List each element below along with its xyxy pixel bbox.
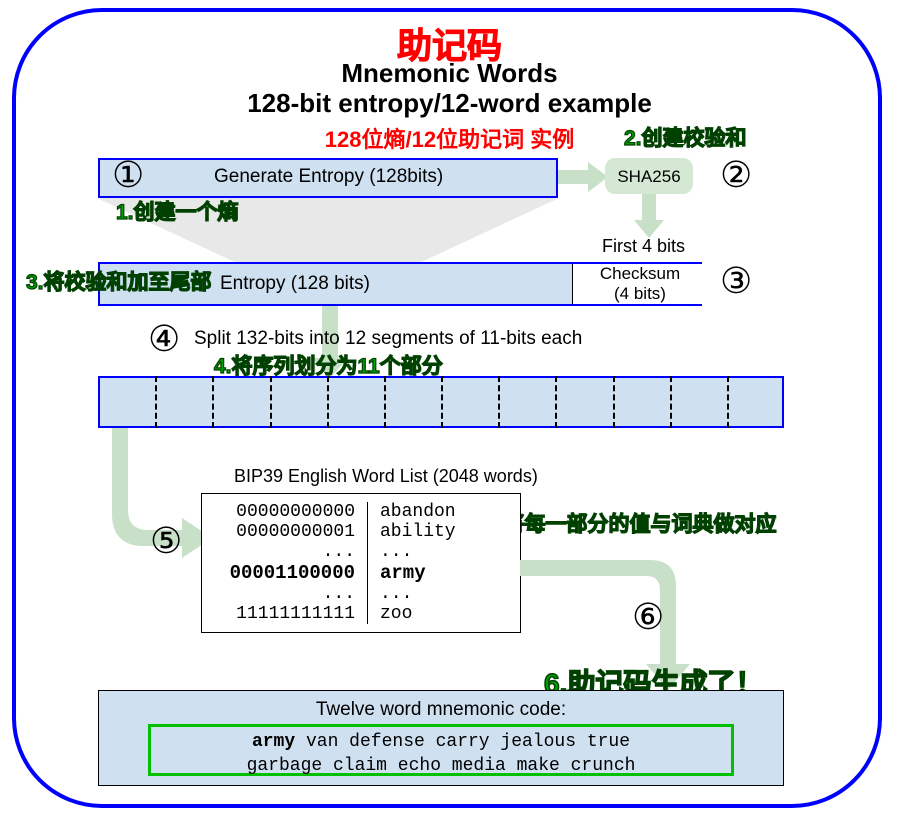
wordlist-title: BIP39 English Word List (2048 words): [234, 466, 538, 487]
result-line2: garbage claim echo media make crunch: [247, 756, 636, 776]
annot-5: 5.将每一部分的值与词典做对应: [486, 508, 777, 538]
step5-number: ⑤: [150, 520, 182, 562]
arrow-sha-down: [632, 194, 666, 238]
split-label: Split 132-bits into 12 segments of 11-bi…: [194, 328, 582, 350]
result-title: Twelve word mnemonic code:: [316, 699, 566, 721]
sha256-box: SHA256: [605, 158, 693, 194]
segment-divider: [613, 376, 615, 428]
segment-divider: [270, 376, 272, 428]
wordlist-row: 00001100000army: [202, 562, 520, 584]
annot-1: 1.创建一个熵: [116, 196, 239, 226]
result-line1-rest: van defense carry jealous true: [295, 732, 630, 752]
checksum-label-top: Checksum: [590, 264, 690, 284]
step2-number: ②: [720, 154, 752, 196]
wordlist-box: 00000000000abandon00000000001ability....…: [201, 493, 521, 633]
annot-2: 2.创建校验和: [624, 122, 747, 152]
result-word-bold: army: [252, 732, 295, 752]
segment-divider: [327, 376, 329, 428]
step6-number: ⑥: [632, 596, 664, 638]
arrow-1-to-2: [558, 160, 608, 194]
entropy-label: Generate Entropy (128bits): [214, 166, 443, 188]
title-sub-cn: 128位熵/12位助记词 实例: [0, 122, 899, 154]
annot-3: 3.将校验和加至尾部: [26, 266, 212, 296]
entropy128-label: Entropy (128 bits): [220, 273, 370, 295]
step1-number: ①: [112, 154, 144, 196]
wordlist-row: ......: [202, 542, 520, 562]
segment-divider: [384, 376, 386, 428]
segment-divider: [155, 376, 157, 428]
title-sub-en: 128-bit entropy/12-word example: [0, 88, 899, 119]
segment-divider: [212, 376, 214, 428]
segment-divider: [727, 376, 729, 428]
wordlist-row: 11111111111zoo: [202, 604, 520, 624]
wordlist-row: ......: [202, 584, 520, 604]
segment-divider: [670, 376, 672, 428]
result-mnemonic: army van defense carry jealous true garb…: [148, 724, 734, 776]
segment-divider: [498, 376, 500, 428]
step3-number: ③: [720, 260, 752, 302]
step4-number: ④: [148, 318, 180, 360]
wordlist-row: 00000000001ability: [202, 522, 520, 542]
title-main-en: Mnemonic Words: [0, 58, 899, 89]
segment-divider: [441, 376, 443, 428]
checksum-label-bot: (4 bits): [590, 284, 690, 304]
first4bits-label: First 4 bits: [602, 236, 685, 257]
wordlist-row: 00000000000abandon: [202, 502, 520, 522]
segment-divider: [555, 376, 557, 428]
